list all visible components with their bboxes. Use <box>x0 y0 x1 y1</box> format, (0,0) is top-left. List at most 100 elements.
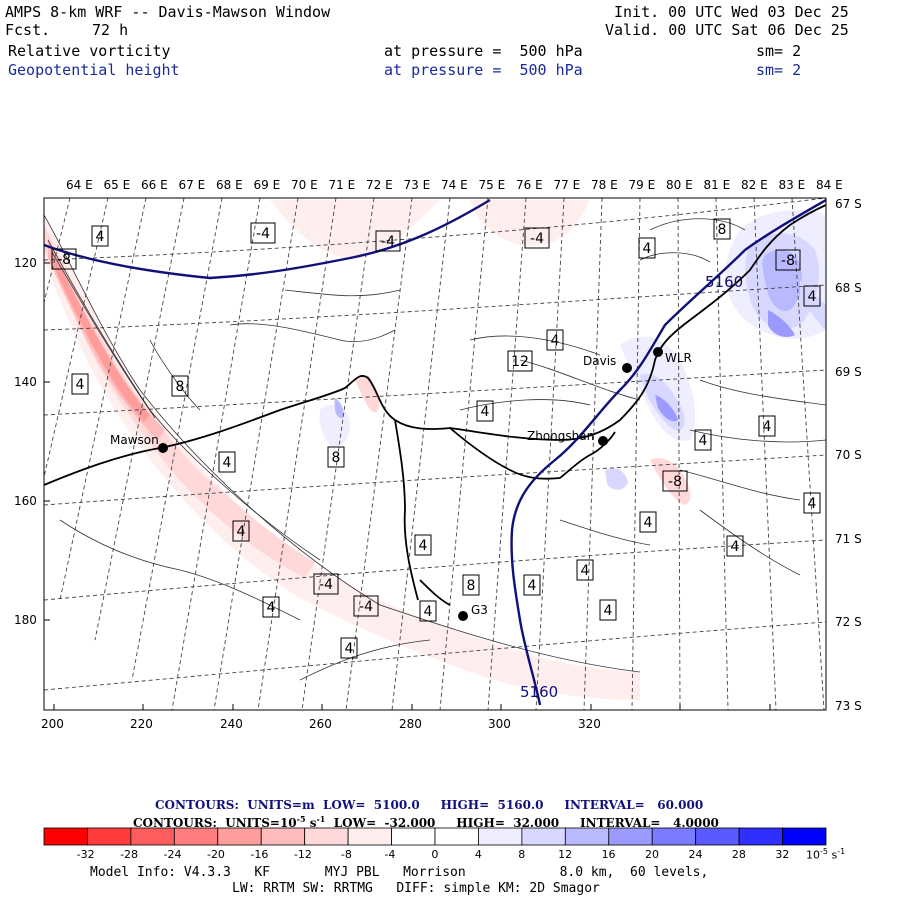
colorbar-tick-label: 20 <box>645 848 660 861</box>
zhongshan-marker <box>598 436 608 446</box>
colorbar-tick-label: -32 <box>76 848 95 861</box>
svg-text:4: 4 <box>528 578 537 594</box>
field2-name: Geopotential height <box>8 61 180 79</box>
station-label: Davis <box>583 354 616 368</box>
svg-text:4: 4 <box>237 524 246 540</box>
longitude-label: 84 E <box>816 178 843 192</box>
vorticity-contour-label: 4 <box>71 373 89 395</box>
latitude-label: 70 S <box>835 448 862 462</box>
graticule <box>44 198 826 710</box>
g3-marker <box>458 611 468 621</box>
grid-x-label: 320 <box>578 717 601 731</box>
vorticity-contour-label: 4 <box>758 415 776 437</box>
latitude-label: 68 S <box>835 281 862 295</box>
svg-text:4: 4 <box>763 419 772 435</box>
model-info: Model Info: V4.3.3 KF MYJ PBL Morrison 8… <box>90 865 709 880</box>
colorbar-swatch <box>782 827 827 846</box>
svg-text:-8: -8 <box>668 474 682 490</box>
grid-y-label: 120 <box>14 256 37 270</box>
vorticity-contour-label: -8 <box>775 249 801 271</box>
valid-time: Valid. 00 UTC Sat 06 Dec 25 <box>605 21 849 39</box>
longitude-label: 66 E <box>141 178 168 192</box>
station-label: G3 <box>471 603 488 617</box>
vorticity-contour-info: CONTOURS: UNITS=10-5 s-1 LOW= -32.000 HI… <box>133 814 719 830</box>
svg-text:4: 4 <box>96 229 105 245</box>
svg-text:8: 8 <box>176 379 185 395</box>
colorbar-tick-label: 12 <box>558 848 573 861</box>
svg-text:-4: -4 <box>359 599 373 615</box>
latitude-label: 73 S <box>835 699 862 713</box>
colorbar-tick-label: 4 <box>474 848 482 861</box>
svg-text:4: 4 <box>345 641 354 657</box>
field1-smoothing: sm= 2 <box>756 42 802 60</box>
field2-smoothing: sm= 2 <box>756 61 802 79</box>
colorbar-tick-label: 8 <box>518 848 526 861</box>
svg-text:8: 8 <box>718 222 727 238</box>
vorticity-contours <box>44 214 826 681</box>
vorticity-contour-label: 8 <box>171 375 189 397</box>
svg-text:4: 4 <box>581 563 590 579</box>
forecast-hours: 72 h <box>92 21 129 39</box>
vorticity-contour-label: -4 <box>524 227 550 249</box>
vorticity-contour-label: 4 <box>803 285 821 307</box>
grid-y-label: 160 <box>14 494 37 508</box>
vorticity-contour-label: 4 <box>599 599 617 621</box>
coastline <box>44 204 826 606</box>
init-time: Init. 00 UTC Wed 03 Dec 25 <box>614 3 849 21</box>
colorbar-tick-label: 16 <box>601 848 616 861</box>
vorticity-contour-label: 4 <box>419 600 437 622</box>
vorticity-contour-label: 4 <box>414 534 432 556</box>
colorbar-tick-label: -8 <box>340 848 352 861</box>
longitude-label: 69 E <box>253 178 281 192</box>
svg-text:-4: -4 <box>530 231 544 247</box>
longitude-label: 67 E <box>178 178 206 192</box>
svg-text:4: 4 <box>644 515 653 531</box>
vorticity-contour-label: -4 <box>375 230 401 252</box>
vorticity-contour-label: -4 <box>250 222 276 244</box>
longitude-label: 77 E <box>553 178 581 192</box>
geopotential-height-contours <box>44 198 826 706</box>
colorbar-tick-label: 0 <box>431 848 439 861</box>
svg-text:4: 4 <box>424 604 433 620</box>
colorbar-tick-label: -4 <box>384 848 396 861</box>
colorbar-tick-label: -28 <box>120 848 139 861</box>
positive-vorticity-shading <box>319 210 826 490</box>
vorticity-contour-label: 4 <box>523 574 541 596</box>
vorticity-contour-label: 4 <box>726 535 744 557</box>
vorticity-labels: 4 -4 -4 -4 -8 8 4 4 4 -8 4 -4 -4 4 4 4 8 4 4 4 8 12 4 8 4 -8 4 4 4 4 4… <box>51 218 821 659</box>
svg-text:8: 8 <box>332 450 341 466</box>
forecast-label: Fcst. <box>5 21 51 39</box>
davis-marker <box>622 363 632 373</box>
colorbar-unit: 10-5 s-1 <box>806 847 846 862</box>
colorbar-swatch <box>738 827 783 846</box>
svg-text:-8: -8 <box>57 252 71 268</box>
svg-text:4: 4 <box>699 433 708 449</box>
vorticity-contour-label: 4 <box>91 225 109 247</box>
svg-text:8: 8 <box>467 578 476 594</box>
svg-text:4: 4 <box>808 496 817 512</box>
vorticity-contour-label: 4 <box>232 520 250 542</box>
plot-frame <box>43 197 827 711</box>
vorticity-contour-label: -4 <box>353 595 379 617</box>
grid-y-label: 180 <box>14 613 37 627</box>
svg-text:4: 4 <box>643 241 652 257</box>
svg-text:4: 4 <box>731 539 740 555</box>
vorticity-contour-label: 4 <box>262 596 280 618</box>
vorticity-contour-label: -4 <box>313 573 339 595</box>
longitude-label: 72 E <box>366 178 393 192</box>
height-contour-info: CONTOURS: UNITS=m LOW= 5100.0 HIGH= 5160… <box>155 798 704 812</box>
colorbar-swatch <box>43 827 88 846</box>
station-markers <box>158 347 663 621</box>
svg-text:-4: -4 <box>319 577 333 593</box>
axis-ticks <box>44 262 771 710</box>
longitude-label: 83 E <box>778 178 806 192</box>
longitude-label: 71 E <box>328 178 356 192</box>
longitude-label: 68 E <box>216 178 243 192</box>
longitude-label: 73 E <box>403 178 431 192</box>
latitude-label: 72 S <box>835 615 862 629</box>
grid-x-label: 300 <box>488 717 511 731</box>
vorticity-contour-label: 4 <box>638 237 656 259</box>
grid-x-label: 280 <box>399 717 422 731</box>
vorticity-contour-label: 4 <box>639 511 657 533</box>
height-contour-label: 5160 <box>705 273 743 291</box>
